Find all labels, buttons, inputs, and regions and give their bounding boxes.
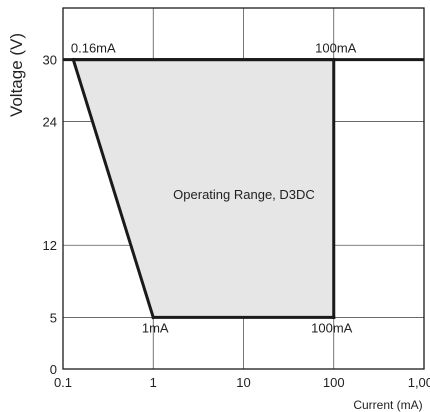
y-tick-label: 0 (50, 362, 57, 377)
region-label: Operating Range, D3DC (173, 187, 315, 202)
boundary-left-edge (71, 57, 156, 320)
y-tick-label: 30 (43, 53, 57, 68)
annotation-label: 100mA (315, 41, 357, 56)
x-tick-label: 1 (150, 375, 157, 390)
operating-range-boundary (63, 57, 424, 320)
x-tick-label: 0.1 (54, 375, 72, 390)
annotation-label: 100mA (311, 320, 353, 335)
y-axis-ticks: 0 5 12 24 30 (43, 53, 57, 377)
y-tick-label: 24 (43, 114, 57, 129)
plot-frame (62, 7, 425, 370)
x-axis-ticks: 0.1 1 10 100 1,000 (54, 375, 430, 390)
annotation-label: 1mA (142, 320, 169, 335)
operating-range-region (73, 59, 334, 318)
x-tick-label: 100 (323, 375, 345, 390)
y-axis-label: Voltage (V) (7, 33, 26, 117)
y-tick-label: 5 (50, 310, 57, 325)
x-tick-label: 10 (236, 375, 250, 390)
y-tick-label: 12 (43, 238, 57, 253)
annotation-label: 0.16mA (71, 41, 116, 56)
annotations: 0.16mA 100mA 1mA 100mA (71, 41, 357, 336)
x-axis-label: Current (mA) (353, 398, 422, 412)
x-tick-label: 1,000 (408, 375, 430, 390)
